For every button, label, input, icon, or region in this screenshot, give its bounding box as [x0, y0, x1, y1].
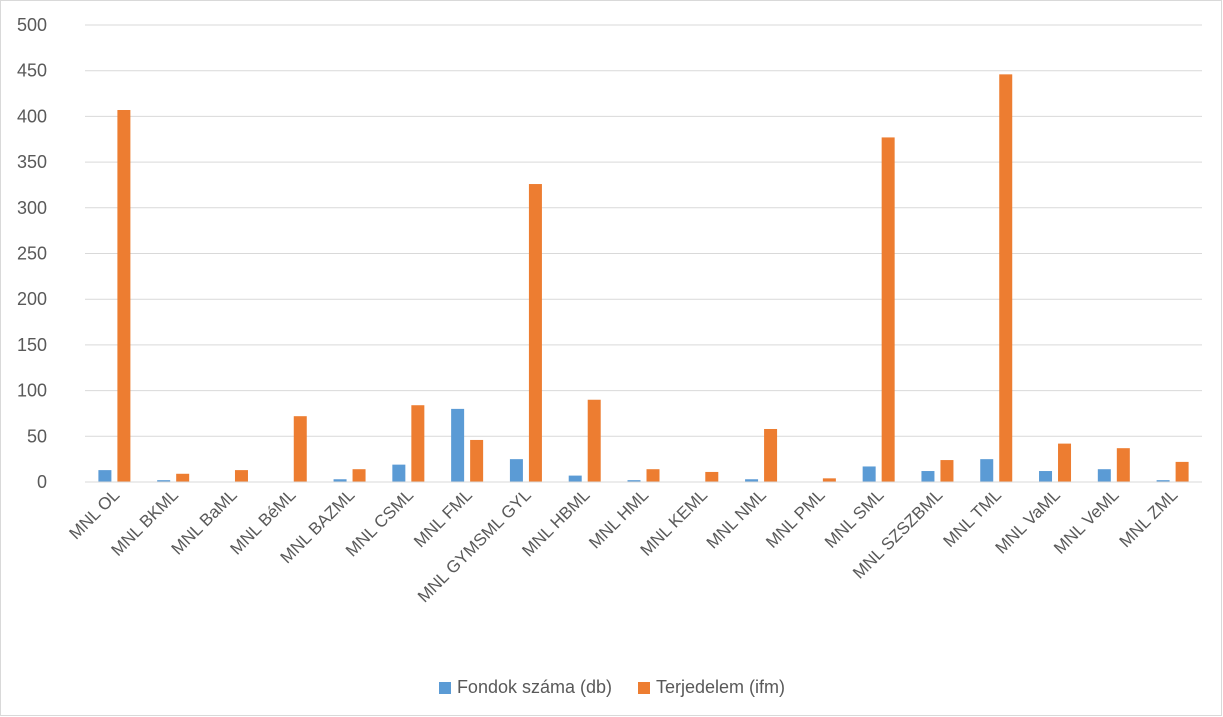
bar-series-0	[921, 471, 935, 482]
legend-label-series-0: Fondok száma (db)	[456, 677, 613, 697]
y-tick-label: 150	[17, 335, 47, 355]
y-tick-label: 50	[27, 426, 47, 446]
bar-series-1	[176, 473, 190, 482]
bar-series-0	[98, 470, 112, 482]
x-category-label: MNL OL	[65, 485, 123, 543]
y-tick-label: 400	[17, 106, 47, 126]
bar-series-1	[940, 460, 954, 482]
bar-series-1	[470, 439, 484, 482]
y-tick-label: 200	[17, 289, 47, 309]
bar-series-1	[352, 469, 366, 482]
bar-series-1	[234, 470, 248, 482]
x-category-label: MNL NML	[703, 485, 770, 552]
bar-series-0	[1097, 469, 1111, 482]
y-axis-ticks: 0 50 100 150 200 250 300 350 400 450 500	[17, 15, 47, 492]
bar-series-0	[451, 408, 465, 482]
legend-label-series-1: Terjedelem (ifm)	[656, 677, 786, 697]
legend-item-series-0: Fondok száma (db)	[438, 677, 613, 698]
bar-series-1	[293, 416, 307, 482]
bar-series-0	[1156, 480, 1170, 482]
bar-series-1	[705, 471, 719, 482]
x-category-label: MNL PML	[762, 485, 828, 551]
bar-series-1	[117, 110, 131, 482]
legend: Fondok száma (db) Terjedelem (ifm)	[1, 677, 1223, 698]
bar-series-0	[509, 459, 523, 482]
bar-series-1	[764, 428, 778, 482]
y-tick-label: 350	[17, 152, 47, 172]
x-category-label: MNL GYMSML GYL	[414, 485, 535, 606]
x-category-label: MNL ZML	[1116, 485, 1182, 551]
bar-series-1	[1058, 443, 1072, 482]
bar-series-0	[745, 479, 759, 482]
legend-swatch-series-0	[438, 681, 451, 694]
y-tick-label: 300	[17, 198, 47, 218]
bar-series-1	[822, 478, 836, 482]
bar-series-0	[862, 466, 876, 482]
legend-swatch-series-1	[638, 681, 651, 694]
bar-series-1	[999, 74, 1013, 482]
bar-series-0	[568, 475, 582, 482]
bar-series-1	[411, 405, 425, 482]
y-tick-label: 450	[17, 61, 47, 81]
bar-series-1	[587, 399, 601, 482]
bar-series-1	[1116, 448, 1130, 482]
bar-series-0	[333, 479, 347, 482]
bar-series-0	[980, 459, 994, 482]
y-tick-label: 500	[17, 15, 47, 35]
bars	[98, 74, 1189, 482]
bar-series-1	[646, 469, 660, 482]
legend-item-series-1: Terjedelem (ifm)	[638, 677, 785, 698]
bar-series-0	[627, 480, 641, 482]
bar-series-0	[392, 464, 406, 482]
y-tick-label: 250	[17, 244, 47, 264]
bar-series-0	[1039, 471, 1053, 482]
bar-series-1	[881, 137, 895, 482]
bar-series-0	[157, 480, 171, 482]
bar-series-1	[528, 184, 542, 482]
y-tick-label: 0	[37, 472, 47, 492]
gridlines	[85, 24, 1202, 437]
bar-series-1	[1175, 461, 1189, 482]
y-tick-label: 100	[17, 381, 47, 401]
